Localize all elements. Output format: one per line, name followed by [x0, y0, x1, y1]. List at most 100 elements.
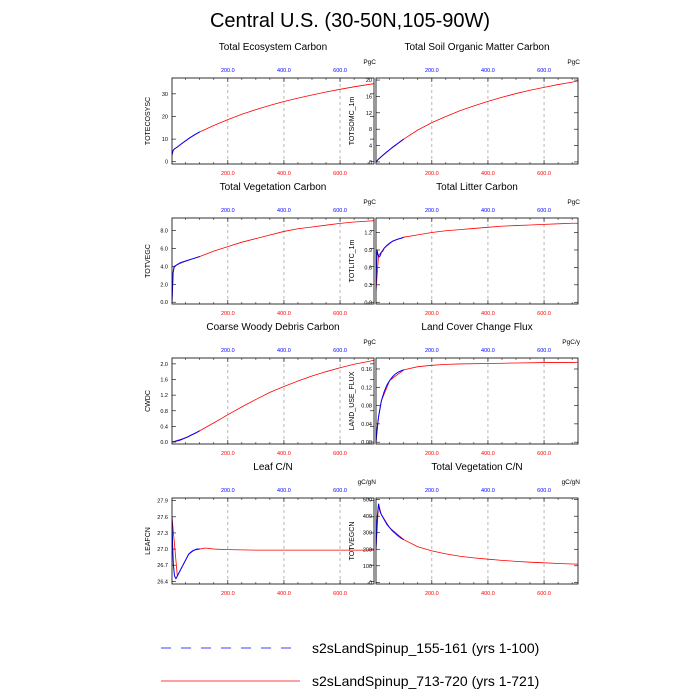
x-tick-label-bottom: 600.0	[537, 591, 551, 597]
x-tick-label-top: 200.0	[425, 208, 439, 214]
y-tick-label: 12	[366, 111, 372, 117]
series-line-long-run	[172, 359, 374, 443]
series-line-long-run	[376, 361, 578, 443]
x-tick-label-top: 200.0	[221, 68, 235, 74]
series-line-short-run	[376, 503, 405, 550]
y-tick-label: 27.9	[157, 499, 168, 505]
x-tick-label-top: 200.0	[425, 68, 439, 74]
y-tick-label: 27.3	[157, 531, 168, 537]
plot-frame	[375, 357, 579, 445]
y-tick-label: 27.0	[157, 547, 168, 553]
series-line-short-run	[172, 131, 201, 156]
chart-title: Total Vegetation Carbon	[220, 182, 327, 193]
x-tick-label-top: 400.0	[481, 68, 495, 74]
y-tick-label: 8.0	[160, 229, 168, 235]
x-tick-label-bottom: 400.0	[277, 591, 291, 597]
x-tick-label-bottom: 400.0	[481, 311, 495, 317]
chart-panel-8: Total Vegetation C/N gC/gN 200.0 400.0 600.0…	[349, 462, 580, 597]
chart-title: Total Vegetation C/N	[431, 462, 522, 473]
series-line-long-run	[172, 516, 374, 578]
y-tick-label: 0	[369, 160, 372, 166]
series-line-short-run	[172, 256, 200, 303]
y-tick-label: 100	[363, 564, 372, 570]
plot-frame	[171, 497, 375, 585]
y-tick-label: 300	[363, 531, 372, 537]
plot-frame	[171, 217, 375, 305]
x-tick-label-top: 600.0	[537, 208, 551, 214]
series-line-long-run	[172, 220, 374, 303]
x-tick-label-top: 600.0	[333, 68, 347, 74]
y-tick-label: 200	[363, 547, 372, 553]
legend-entry-1: s2sLandSpinup_155-161 (yrs 1-100)	[312, 640, 539, 656]
x-tick-label-bottom: 200.0	[425, 171, 439, 177]
y-axis-label: TOTECOSYSC	[145, 97, 152, 145]
x-tick-label-top: 400.0	[277, 488, 291, 494]
x-tick-label-top: 200.0	[221, 208, 235, 214]
series-line-short-run	[172, 516, 200, 580]
series-line-long-run	[376, 503, 578, 565]
series-line-long-run	[376, 222, 578, 291]
x-tick-label-top: 200.0	[425, 488, 439, 494]
y-tick-label: 1.6	[160, 378, 168, 384]
x-tick-label-bottom: 200.0	[425, 591, 439, 597]
y-axis-label: LAND_USE_FLUX	[349, 371, 356, 430]
chart-panel-5: Coarse Woody Debris Carbon PgC 200.0 400.0 6…	[145, 322, 376, 457]
y-tick-label: 0.0	[364, 300, 372, 306]
x-tick-label-bottom: 600.0	[537, 311, 551, 317]
y-tick-label: 0.04	[361, 422, 372, 428]
y-tick-label: 0.12	[361, 385, 372, 391]
x-tick-label-bottom: 400.0	[277, 171, 291, 177]
y-tick-label: 0.00	[361, 440, 372, 446]
y-tick-label: 1.2	[364, 231, 372, 237]
y-tick-label: 20	[366, 78, 372, 84]
y-axis-label: TOTLITC_1m	[349, 240, 356, 283]
x-tick-label-bottom: 400.0	[481, 171, 495, 177]
y-tick-label: 26.7	[157, 563, 168, 569]
y-axis-label: TOTVEGCN	[349, 522, 356, 561]
x-tick-label-bottom: 400.0	[277, 451, 291, 457]
y-tick-label: 0.08	[361, 404, 372, 410]
y-tick-label: 2.0	[160, 362, 168, 368]
y-tick-label: 6.0	[160, 246, 168, 252]
x-tick-label-bottom: 200.0	[221, 451, 235, 457]
figure-title: Central U.S. (30-50N,105-90W)	[209, 10, 491, 32]
x-tick-label-bottom: 600.0	[333, 591, 347, 597]
unit-label: PgC/y	[562, 339, 580, 346]
unit-label: PgC	[363, 199, 376, 206]
legend: s2sLandSpinup_155-161 (yrs 1-100) s2sLand…	[161, 640, 539, 689]
series-line-short-run	[172, 430, 201, 443]
y-tick-label: 0.0	[160, 440, 168, 446]
series-line-long-run	[172, 83, 374, 156]
plot-frame	[375, 77, 579, 165]
plot-frame	[375, 497, 579, 585]
plot-frame	[171, 77, 375, 165]
x-tick-label-top: 400.0	[277, 68, 291, 74]
chart-title: Coarse Woody Debris Carbon	[206, 322, 339, 333]
y-tick-label: 27.6	[157, 515, 168, 521]
y-tick-label: 20	[162, 114, 168, 120]
chart-panel-1: Total Ecosystem Carbon PgC 200.0 400.0 600.0…	[145, 42, 376, 177]
y-tick-label: 2.0	[160, 282, 168, 288]
unit-label: PgC	[567, 199, 580, 206]
x-tick-label-top: 400.0	[277, 208, 291, 214]
y-tick-label: 0.3	[364, 283, 372, 289]
x-tick-label-top: 600.0	[537, 348, 551, 354]
y-tick-label: 10	[162, 137, 168, 143]
unit-label: gC/gN	[562, 479, 581, 486]
x-tick-label-top: 600.0	[333, 348, 347, 354]
x-tick-label-bottom: 400.0	[277, 311, 291, 317]
chart-title: Total Ecosystem Carbon	[219, 42, 327, 53]
chart-title: Total Litter Carbon	[436, 182, 518, 193]
y-tick-label: 0	[165, 160, 168, 166]
x-tick-label-bottom: 600.0	[537, 171, 551, 177]
x-tick-label-top: 200.0	[221, 488, 235, 494]
y-tick-label: 26.4	[157, 579, 168, 585]
y-axis-label: CWDC	[145, 390, 152, 412]
y-tick-label: 0.9	[364, 248, 372, 254]
legend-entry-2: s2sLandSpinup_713-720 (yrs 1-721)	[312, 673, 539, 689]
y-tick-label: 0.8	[160, 409, 168, 415]
series-line-short-run	[376, 369, 404, 443]
y-tick-label: 0.4	[160, 424, 168, 430]
series-line-long-run	[376, 80, 578, 163]
x-tick-label-bottom: 600.0	[537, 451, 551, 457]
